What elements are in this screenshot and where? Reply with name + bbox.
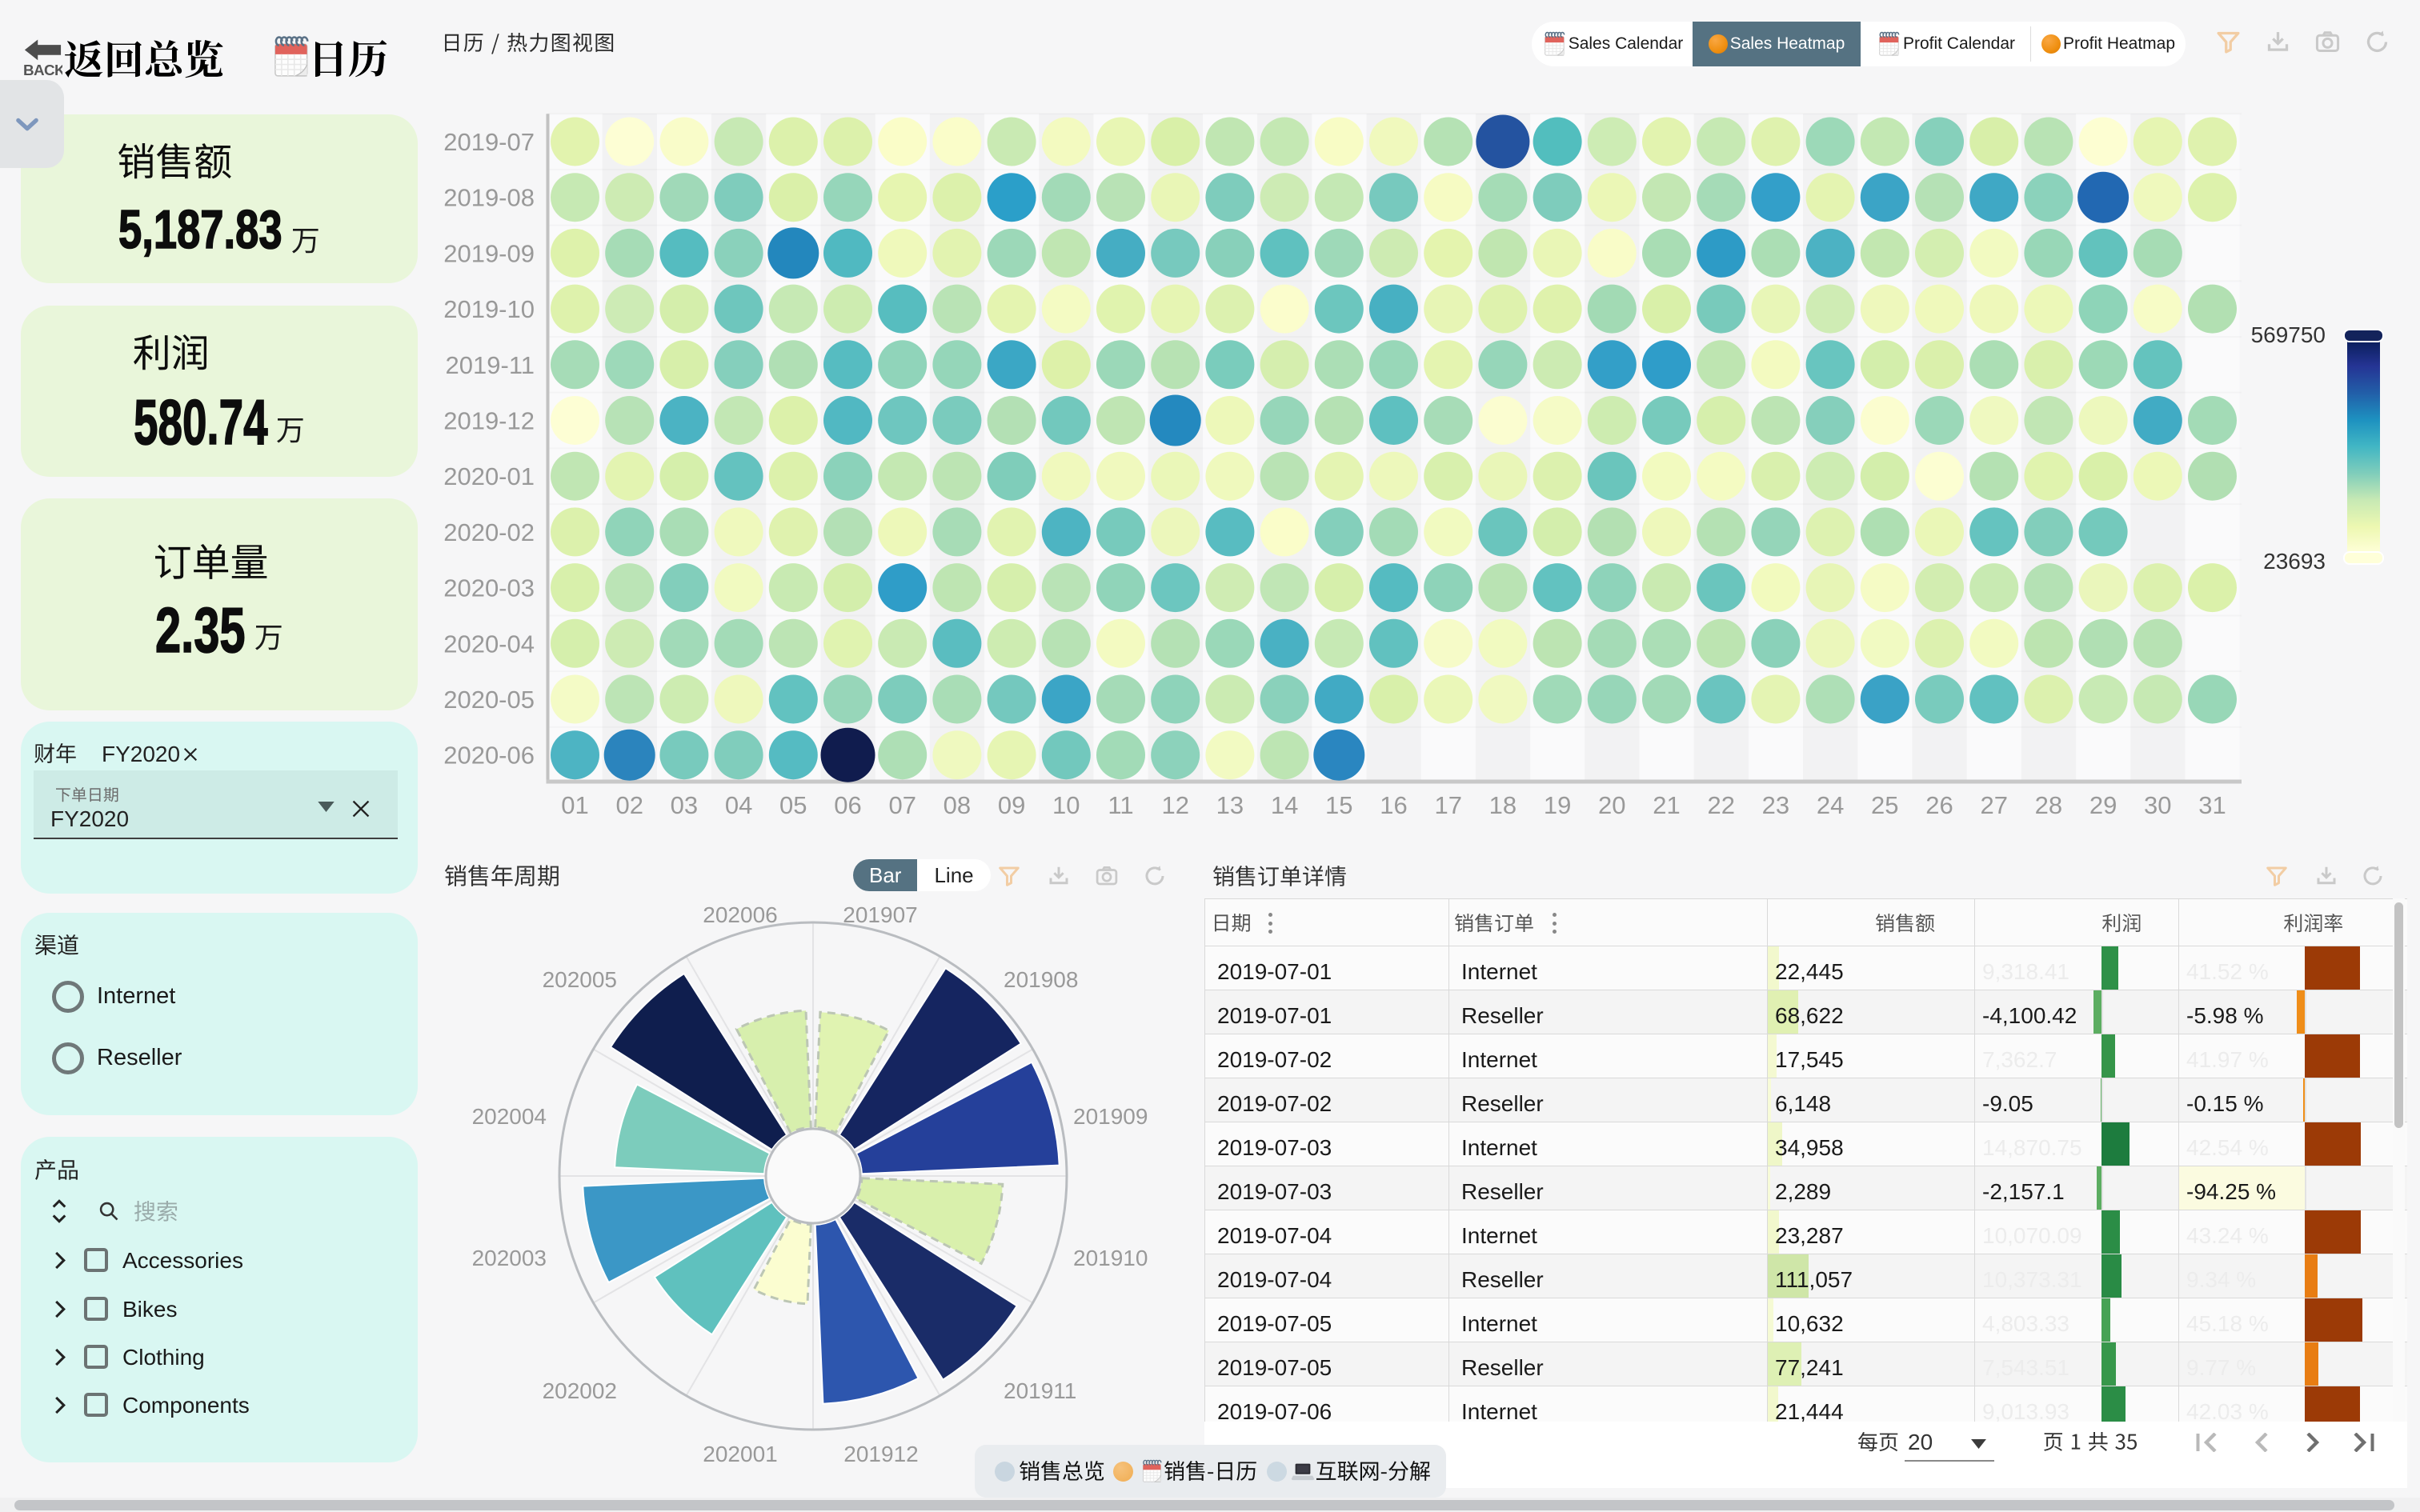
svg-text:202002: 202002: [543, 1378, 617, 1403]
svg-text:2020-04: 2020-04: [443, 630, 535, 658]
svg-text:28: 28: [2035, 791, 2062, 819]
svg-text:201911: 201911: [1004, 1378, 1076, 1403]
svg-text:08: 08: [944, 791, 971, 819]
svg-text:17: 17: [1434, 791, 1461, 819]
svg-text:16: 16: [1380, 791, 1407, 819]
svg-text:04: 04: [725, 791, 752, 819]
svg-text:202001: 202001: [703, 1442, 777, 1466]
svg-text:03: 03: [671, 791, 698, 819]
svg-text:2019-10: 2019-10: [443, 295, 535, 323]
svg-text:26: 26: [1925, 791, 1953, 819]
svg-text:2020-01: 2020-01: [443, 462, 535, 490]
svg-text:14: 14: [1271, 791, 1298, 819]
svg-text:07: 07: [888, 791, 916, 819]
svg-text:201908: 201908: [1004, 967, 1078, 992]
svg-text:2020-03: 2020-03: [443, 574, 535, 602]
svg-text:2019-08: 2019-08: [443, 184, 535, 212]
svg-text:2019-12: 2019-12: [443, 407, 535, 435]
svg-text:01: 01: [561, 791, 588, 819]
svg-text:202003: 202003: [472, 1246, 547, 1270]
svg-text:13: 13: [1216, 791, 1244, 819]
svg-text:2020-05: 2020-05: [443, 686, 535, 714]
svg-text:23: 23: [1762, 791, 1789, 819]
svg-text:202004: 202004: [472, 1104, 547, 1129]
svg-text:2020-02: 2020-02: [443, 518, 535, 546]
svg-text:27: 27: [1980, 791, 2007, 819]
svg-text:201912: 201912: [843, 1442, 918, 1466]
svg-text:29: 29: [2089, 791, 2117, 819]
svg-text:201907: 201907: [843, 902, 917, 927]
svg-text:201910: 201910: [1073, 1246, 1148, 1270]
svg-text:31: 31: [2198, 791, 2226, 819]
svg-text:12: 12: [1161, 791, 1188, 819]
svg-text:02: 02: [615, 791, 643, 819]
svg-text:24: 24: [1817, 791, 1844, 819]
svg-text:2020-06: 2020-06: [443, 742, 535, 770]
svg-text:15: 15: [1325, 791, 1352, 819]
svg-text:202006: 202006: [703, 902, 777, 927]
svg-text:20: 20: [1598, 791, 1625, 819]
svg-text:06: 06: [834, 791, 861, 819]
svg-text:569750: 569750: [2251, 322, 2326, 347]
svg-text:30: 30: [2144, 791, 2171, 819]
svg-text:21: 21: [1653, 791, 1680, 819]
svg-text:19: 19: [1544, 791, 1571, 819]
svg-text:23693: 23693: [2263, 549, 2326, 574]
svg-text:202005: 202005: [543, 967, 617, 992]
svg-text:2019-07: 2019-07: [443, 128, 535, 156]
svg-text:18: 18: [1489, 791, 1517, 819]
svg-text:2019-09: 2019-09: [443, 239, 535, 267]
svg-text:11: 11: [1108, 791, 1133, 819]
svg-text:25: 25: [1871, 791, 1898, 819]
svg-text:10: 10: [1052, 791, 1080, 819]
svg-text:09: 09: [998, 791, 1025, 819]
svg-text:201909: 201909: [1073, 1104, 1148, 1129]
svg-text:05: 05: [779, 791, 807, 819]
svg-text:BACK: BACK: [23, 62, 62, 78]
svg-text:2019-11: 2019-11: [446, 351, 535, 379]
svg-text:22: 22: [1707, 791, 1734, 819]
